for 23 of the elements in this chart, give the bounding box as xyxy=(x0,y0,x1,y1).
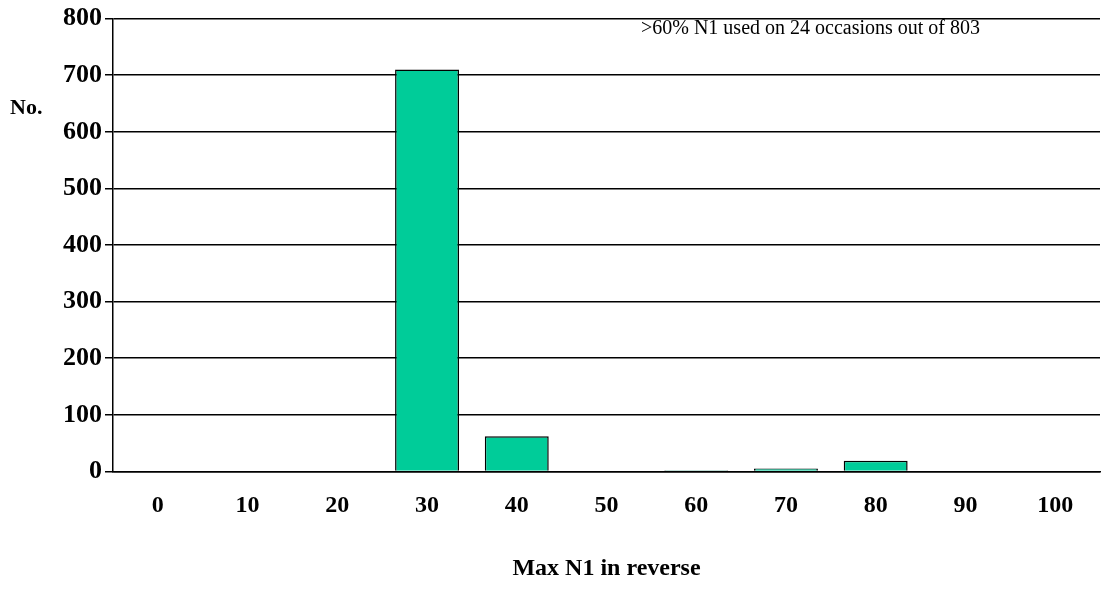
y-tick-label: 0 xyxy=(89,455,102,485)
x-tick-label: 80 xyxy=(863,491,888,517)
x-tick-label: 20 xyxy=(325,491,350,517)
x-tick-label: 0 xyxy=(151,491,164,517)
x-tick-label: 30 xyxy=(415,491,440,517)
x-tick-label: 40 xyxy=(504,491,529,517)
y-tick-label: 200 xyxy=(63,341,102,371)
y-tick-label: 800 xyxy=(63,2,102,32)
x-tick-label: 60 xyxy=(684,491,709,517)
x-axis-title: Max N1 in reverse xyxy=(512,553,701,580)
y-tick-label: 500 xyxy=(63,172,102,202)
x-tick-label: 90 xyxy=(953,491,978,517)
y-axis-title: No. xyxy=(10,93,43,119)
y-tick-label: 100 xyxy=(63,398,102,428)
y-tick-label: 300 xyxy=(63,285,102,315)
y-tick-label: 600 xyxy=(63,115,102,145)
x-tick-label: 100 xyxy=(1037,491,1074,517)
x-tick-label: 70 xyxy=(773,491,798,517)
x-tick-label: 50 xyxy=(594,491,619,517)
y-tick-label: 700 xyxy=(63,58,102,88)
y-tick-label: 400 xyxy=(63,228,102,258)
x-tick-label: 10 xyxy=(235,491,260,517)
annotation: >60% N1 used on 24 occasions out of 803 xyxy=(640,15,980,38)
